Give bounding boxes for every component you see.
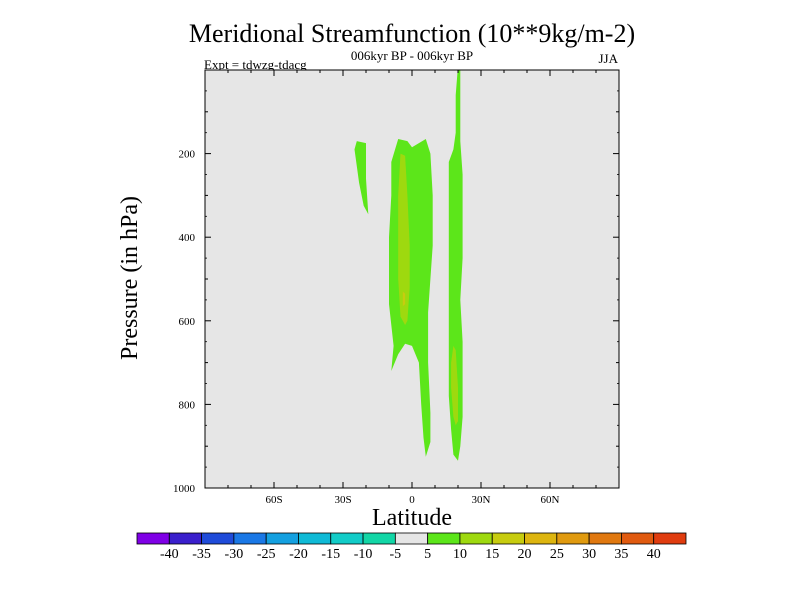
colorbar xyxy=(136,532,687,545)
colorbar-swatch xyxy=(491,532,525,545)
x-tick-label: 60N xyxy=(541,494,560,506)
colorbar-labels: -40 -35 -30 -25 -20 -15 -10 -5 5 10 15 20 25 30 35 40 xyxy=(160,547,661,562)
colorbar-swatch xyxy=(394,532,429,545)
x-tick-label: 30S xyxy=(334,494,351,506)
colorbar-label: 30 xyxy=(582,547,596,562)
colorbar-swatch xyxy=(201,532,235,545)
x-tick-label: 0 xyxy=(409,494,415,506)
colorbar-swatch xyxy=(459,532,493,545)
colorbar-label: 5 xyxy=(424,547,431,562)
y-tick-label: 1000 xyxy=(173,483,196,495)
chart-title: Meridional Streamfunction (10**9kg/m-2) xyxy=(189,19,635,48)
colorbar-label: -5 xyxy=(390,547,402,562)
contour-regions xyxy=(354,70,463,461)
colorbar-swatch xyxy=(168,532,202,545)
colorbar-label: -25 xyxy=(257,547,276,562)
y-tick-label: 200 xyxy=(179,149,196,161)
colorbar-label: 20 xyxy=(518,547,532,562)
colorbar-swatch xyxy=(556,532,590,545)
colorbar-swatch xyxy=(621,532,655,545)
colorbar-label: -40 xyxy=(160,547,179,562)
colorbar-swatch xyxy=(298,532,332,545)
y-axis-label: Pressure (in hPa) xyxy=(117,196,143,360)
axis-tick-labels: 200 400 600 800 1000 60S 30S 0 30N 60N xyxy=(173,149,560,506)
experiment-label: Expt = tdwzg-tdacg xyxy=(204,57,307,72)
x-axis-label: Latitude xyxy=(372,505,452,531)
colorbar-swatch xyxy=(362,532,396,545)
colorbar-swatch xyxy=(233,532,267,545)
colorbar-label: -10 xyxy=(354,547,373,562)
contour-region-5 xyxy=(451,345,458,426)
chart-subtitle: 006kyr BP - 006kyr BP xyxy=(351,48,473,63)
x-tick-label: 60S xyxy=(265,494,282,506)
contour-region-4 xyxy=(398,153,410,325)
contour-region-1 xyxy=(354,141,369,215)
colorbar-label: 40 xyxy=(647,547,661,562)
colorbar-label: 15 xyxy=(485,547,499,562)
colorbar-label: -35 xyxy=(192,547,211,562)
colorbar-swatch xyxy=(653,532,687,545)
axis-ticks xyxy=(204,70,620,489)
colorbar-swatch xyxy=(136,532,170,545)
colorbar-label: -30 xyxy=(225,547,244,562)
colorbar-swatch xyxy=(524,532,558,545)
colorbar-label: -15 xyxy=(321,547,340,562)
colorbar-swatch xyxy=(330,532,364,545)
y-tick-label: 600 xyxy=(179,316,196,328)
colorbar-label: 35 xyxy=(614,547,628,562)
x-tick-label: 30N xyxy=(472,494,491,506)
season-label: JJA xyxy=(598,51,618,66)
colorbar-swatch xyxy=(427,532,461,545)
y-tick-label: 400 xyxy=(179,232,196,244)
colorbar-label: 25 xyxy=(550,547,564,562)
colorbar-swatch xyxy=(588,532,622,545)
y-tick-label: 800 xyxy=(179,399,196,411)
colorbar-swatch xyxy=(265,532,299,545)
contour-region-6 xyxy=(402,291,406,307)
colorbar-label: -20 xyxy=(289,547,308,562)
colorbar-label: 10 xyxy=(453,547,467,562)
